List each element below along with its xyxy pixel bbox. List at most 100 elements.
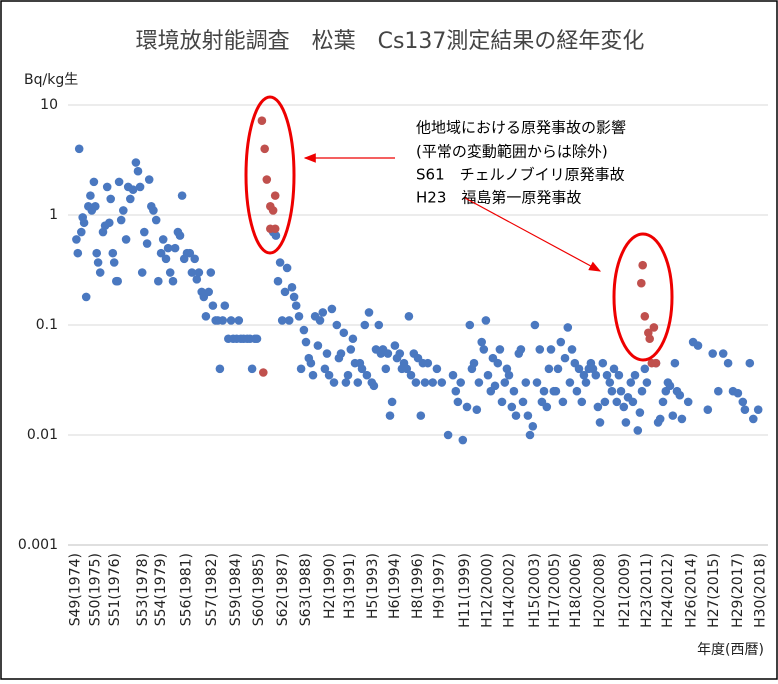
point xyxy=(395,349,405,358)
point xyxy=(220,301,230,310)
point xyxy=(581,378,591,387)
highlight-ellipse xyxy=(244,95,296,255)
x-tick-label: H29(2017) xyxy=(730,553,746,628)
annotation: S61 チェルノブイリ原発事故 xyxy=(416,166,625,184)
point xyxy=(268,206,278,215)
point xyxy=(437,378,447,387)
point xyxy=(102,182,112,192)
point xyxy=(423,358,433,368)
point xyxy=(551,386,561,396)
point xyxy=(591,370,601,380)
x-tick-label: H21(2009) xyxy=(617,553,633,628)
chart-title: 環境放射能調査 松葉 Cs137測定結果の経年変化 xyxy=(136,29,645,54)
point xyxy=(406,370,416,380)
point xyxy=(633,426,643,435)
point xyxy=(495,345,505,354)
point xyxy=(106,194,115,204)
point xyxy=(428,378,438,387)
point xyxy=(369,381,379,391)
point xyxy=(560,353,570,363)
point xyxy=(481,316,491,325)
point xyxy=(516,345,526,354)
point xyxy=(479,345,489,354)
point xyxy=(677,414,687,424)
point xyxy=(95,268,105,277)
point xyxy=(201,311,211,321)
point xyxy=(432,364,442,374)
point xyxy=(247,364,257,374)
point xyxy=(521,378,531,387)
point xyxy=(528,421,538,431)
point xyxy=(738,397,748,407)
point xyxy=(161,254,171,264)
point xyxy=(206,268,216,277)
point xyxy=(291,301,301,310)
point xyxy=(81,292,91,302)
point xyxy=(670,358,680,368)
point xyxy=(92,248,101,258)
point xyxy=(553,364,563,374)
point xyxy=(89,177,99,187)
point xyxy=(131,158,141,167)
point xyxy=(86,191,95,200)
point xyxy=(294,311,304,321)
point xyxy=(477,337,487,347)
point xyxy=(339,328,349,338)
x-tick-label: H17(2005) xyxy=(547,553,563,628)
y-tick-label: 10 xyxy=(40,97,58,113)
point xyxy=(72,235,81,244)
point xyxy=(456,378,466,387)
point xyxy=(530,320,540,330)
point xyxy=(226,316,236,325)
point xyxy=(535,345,545,354)
point xyxy=(204,287,213,297)
point xyxy=(175,231,185,240)
point xyxy=(745,358,755,368)
point xyxy=(158,235,168,244)
point xyxy=(668,411,678,420)
point xyxy=(177,191,187,200)
point xyxy=(343,370,353,380)
point xyxy=(500,378,510,387)
point xyxy=(593,402,603,412)
point xyxy=(282,263,292,273)
point xyxy=(539,386,549,396)
point xyxy=(385,411,395,420)
x-tick-label: S60(1985) xyxy=(251,553,267,626)
point xyxy=(628,397,638,407)
point xyxy=(383,349,393,358)
point xyxy=(714,386,723,396)
point xyxy=(192,275,202,284)
point xyxy=(275,258,285,267)
point xyxy=(149,206,158,215)
annotation: 他地域における原発事故の影響 xyxy=(416,119,626,137)
point xyxy=(598,358,608,368)
point xyxy=(749,414,758,424)
point xyxy=(165,268,175,277)
point xyxy=(270,191,280,200)
point xyxy=(607,386,617,396)
point xyxy=(402,364,412,374)
x-tick-label: S57(1982) xyxy=(204,553,220,626)
x-tick-label: H27(2015) xyxy=(706,553,722,628)
point xyxy=(190,254,199,264)
point xyxy=(336,349,346,358)
x-tick-label: H2(1990) xyxy=(322,553,338,619)
point xyxy=(296,364,306,374)
point xyxy=(259,368,268,377)
point xyxy=(135,182,145,192)
point xyxy=(404,311,414,321)
point xyxy=(374,320,384,330)
point xyxy=(273,276,283,286)
x-tick-label: H11(1999) xyxy=(457,553,473,628)
point xyxy=(390,341,400,350)
point xyxy=(579,370,589,380)
point xyxy=(609,364,619,374)
x-tick-label: S56(1981) xyxy=(178,553,194,626)
point xyxy=(218,316,227,325)
point xyxy=(287,283,297,292)
x-tick-label: H26(2014) xyxy=(684,553,700,628)
point xyxy=(490,381,500,391)
x-axis-label: 年度(西暦) xyxy=(697,642,764,658)
x-tick-label: S54(1979) xyxy=(153,553,169,626)
